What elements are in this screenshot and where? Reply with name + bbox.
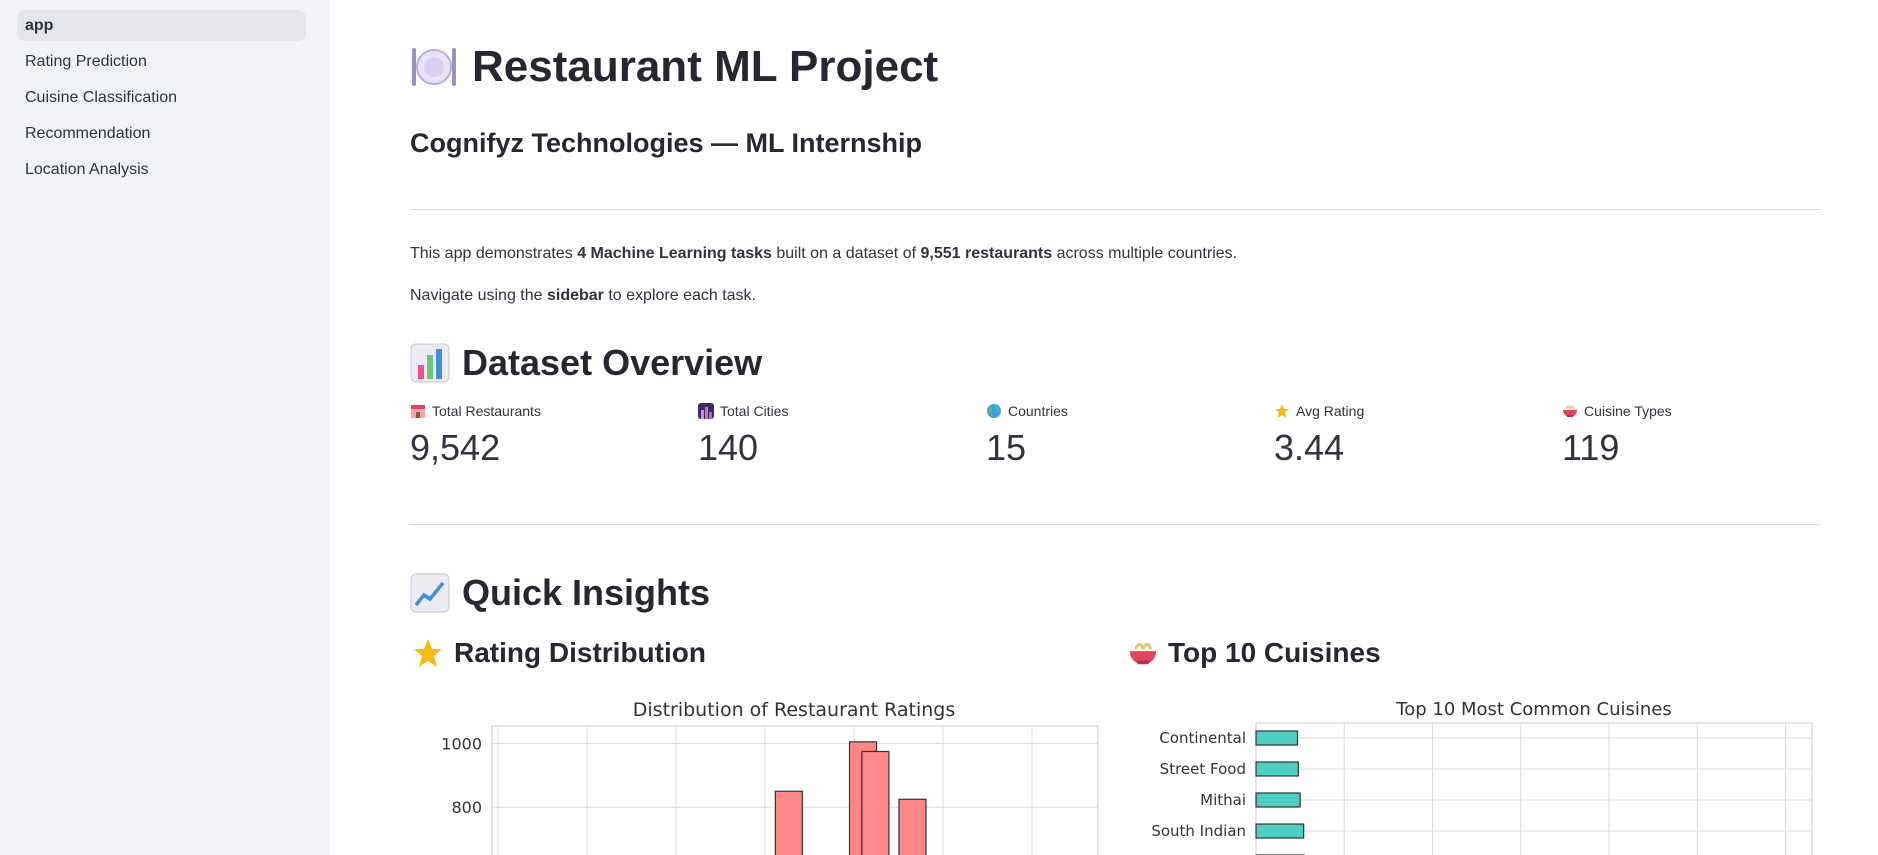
metric-avg-rating: Avg Rating 3.44 bbox=[1274, 403, 1554, 469]
y-tick-label: Continental bbox=[1159, 729, 1246, 747]
sidebar: app Rating Prediction Cuisine Classifica… bbox=[0, 0, 330, 855]
page-title-row: Restaurant ML Project bbox=[410, 42, 938, 92]
top-cuisines-chart: Top 10 Most Common Cuisines Continental St… bbox=[1151, 699, 1813, 855]
histogram-bar bbox=[861, 750, 890, 855]
metric-total-restaurants: Total Restaurants 9,542 bbox=[410, 403, 690, 469]
y-tick-label: 800 bbox=[451, 798, 482, 817]
cuisine-bar bbox=[1255, 792, 1301, 808]
cuisine-bar bbox=[1255, 761, 1299, 777]
rating-distribution-chart: Distribution of Restaurant Ratings 800 100… bbox=[441, 699, 1099, 855]
page-subtitle: Cognifyz Technologies — ML Internship bbox=[410, 128, 923, 158]
metric-countries: Countries 15 bbox=[986, 403, 1266, 469]
cuisine-bar bbox=[1255, 730, 1299, 746]
histogram-bar bbox=[898, 798, 927, 855]
metric-cuisine-types: Cuisine Types 119 bbox=[1562, 403, 1842, 469]
y-tick-label: South Indian bbox=[1151, 822, 1246, 840]
plate-cutlery-icon bbox=[412, 48, 456, 86]
noodle-bowl-icon bbox=[1563, 405, 1577, 417]
metric-value: 9,542 bbox=[410, 427, 501, 468]
plot-area bbox=[1255, 722, 1813, 855]
rating-distribution-heading: Rating Distribution bbox=[412, 637, 706, 669]
metric-value: 15 bbox=[986, 427, 1027, 468]
chart-title: Top 10 Most Common Cuisines bbox=[1395, 699, 1671, 720]
y-tick-label: Mithai bbox=[1200, 791, 1246, 809]
metric-value: 119 bbox=[1562, 427, 1620, 468]
intro-paragraph: This app demonstrates 4 Machine Learning… bbox=[410, 245, 1238, 262]
star-icon bbox=[1275, 404, 1289, 418]
histogram-bar bbox=[774, 790, 803, 855]
sidebar-item-cuisine-classification[interactable]: Cuisine Classification bbox=[25, 89, 178, 106]
sidebar-item-recommendation[interactable]: Recommendation bbox=[25, 125, 151, 142]
city-icon bbox=[698, 403, 714, 419]
star-icon bbox=[414, 639, 442, 667]
metric-value: 140 bbox=[698, 427, 759, 468]
trend-chart-icon bbox=[410, 573, 450, 613]
navigate-paragraph: Navigate using the sidebar to explore ea… bbox=[410, 287, 756, 304]
chart-title: Distribution of Restaurant Ratings bbox=[633, 699, 955, 721]
page-title: Restaurant ML Project bbox=[472, 42, 939, 91]
y-tick-label: 1000 bbox=[441, 735, 482, 754]
metric-total-cities: Total Cities 140 bbox=[698, 403, 978, 469]
top-cuisines-heading: Top 10 Cuisines bbox=[1128, 637, 1381, 669]
divider bbox=[410, 209, 1820, 210]
noodle-bowl-icon bbox=[1129, 642, 1157, 665]
quick-insights-heading: Quick Insights bbox=[410, 572, 710, 614]
main-content: Restaurant ML Project Cognifyz Technolog… bbox=[410, 0, 1820, 855]
globe-icon bbox=[987, 404, 1001, 418]
sidebar-item-location-analysis[interactable]: Location Analysis bbox=[25, 161, 149, 178]
metric-value: 3.44 bbox=[1274, 427, 1345, 468]
sidebar-item-app[interactable]: app bbox=[17, 10, 306, 41]
cuisine-bar bbox=[1255, 823, 1305, 839]
bar-chart-icon bbox=[410, 343, 450, 383]
divider bbox=[410, 524, 1820, 525]
dataset-overview-heading: Dataset Overview bbox=[410, 342, 762, 384]
y-tick-label: Street Food bbox=[1160, 760, 1246, 778]
restaurant-icon bbox=[411, 405, 425, 418]
sidebar-item-rating-prediction[interactable]: Rating Prediction bbox=[25, 53, 147, 70]
